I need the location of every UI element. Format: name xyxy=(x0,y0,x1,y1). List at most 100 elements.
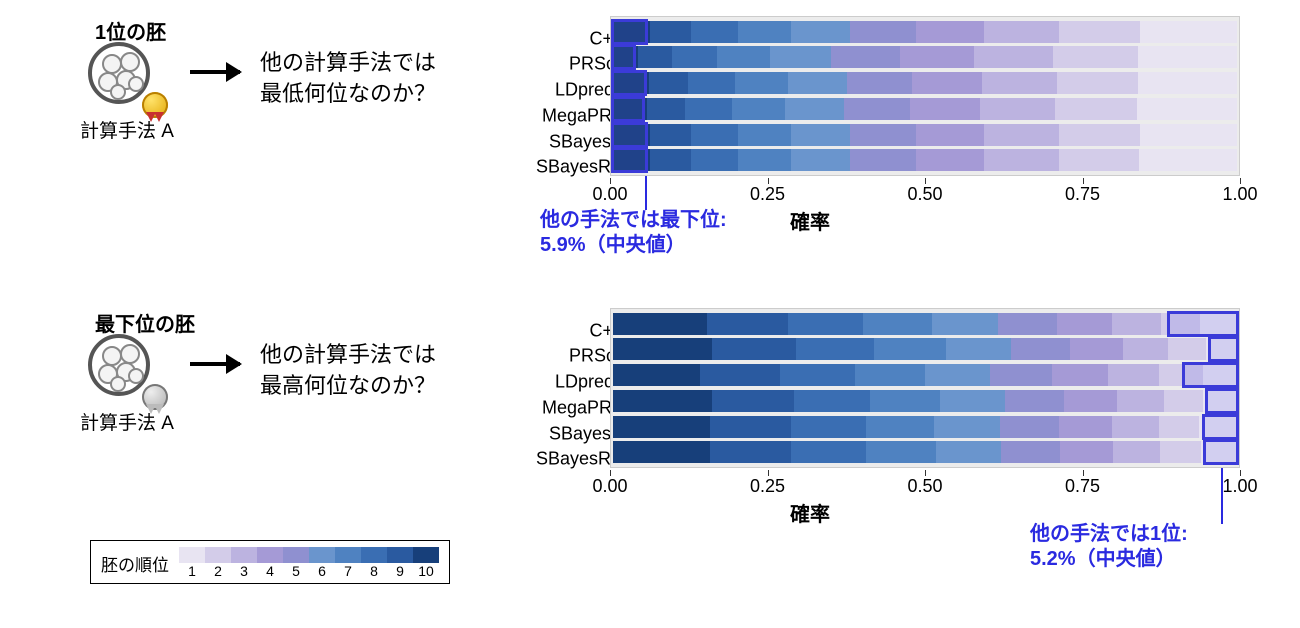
x-tick-label: 0.00 xyxy=(592,184,627,205)
bar-segment xyxy=(685,98,732,120)
legend-swatch xyxy=(179,547,205,563)
bar-segment xyxy=(780,364,855,386)
chart-bottom: C+TPRScsLDpred2MegaPRSSBayesCSBayesRC 0.… xyxy=(490,300,1270,530)
bar-segment xyxy=(980,98,1055,120)
bar-segment xyxy=(712,390,794,412)
plot-area-top xyxy=(610,16,1240,176)
bar-segment xyxy=(1055,98,1137,120)
legend-value: 2 xyxy=(205,563,231,579)
bar-segment xyxy=(863,313,933,335)
arrow-icon xyxy=(190,362,240,366)
legend-value: 1 xyxy=(179,563,205,579)
bar-segment xyxy=(788,72,847,94)
bar-segment xyxy=(940,390,1005,412)
bar-segment xyxy=(870,390,940,412)
method-label-top: 計算手法 A xyxy=(80,116,174,143)
bar-segment xyxy=(936,441,1002,463)
x-tick-label: 1.00 xyxy=(1222,184,1257,205)
embryo-icon-bottom xyxy=(88,334,158,404)
bar-segment xyxy=(1113,441,1160,463)
x-axis-label-bottom: 確率 xyxy=(790,498,830,527)
bar-segment xyxy=(691,149,738,171)
bar-segment xyxy=(738,124,791,146)
bar-segment xyxy=(1053,46,1137,68)
left-block-top: 1位の胚 計算手法 A 他の計算手法では最低何位なのか？ xyxy=(40,28,470,178)
bar-segment xyxy=(1112,416,1159,438)
bar-segment xyxy=(1057,72,1138,94)
bar-segment xyxy=(1059,149,1139,171)
arrow-icon xyxy=(190,70,240,74)
legend-swatch xyxy=(205,547,231,563)
bar-segment xyxy=(1011,338,1070,360)
x-tick-label: 0.50 xyxy=(907,476,942,497)
stacked-bar-row xyxy=(613,364,1237,386)
bar-segment xyxy=(613,390,712,412)
bar-segment xyxy=(855,364,925,386)
stacked-bar-row xyxy=(613,313,1237,335)
legend-value: 9 xyxy=(387,563,413,579)
bar-segment xyxy=(1060,441,1113,463)
legend-swatch xyxy=(283,547,309,563)
x-tick-label: 0.25 xyxy=(750,476,785,497)
bar-segment xyxy=(647,98,686,120)
bar-segment xyxy=(1137,98,1237,120)
bar-segment xyxy=(1059,416,1112,438)
bar-segment xyxy=(1064,390,1117,412)
bar-segment xyxy=(925,364,991,386)
bar-segment xyxy=(788,313,863,335)
bar-segment xyxy=(1112,313,1161,335)
stacked-bar-row xyxy=(613,149,1237,171)
x-axis-label-top: 確率 xyxy=(790,206,830,235)
legend-value: 3 xyxy=(231,563,257,579)
bar-segment xyxy=(613,149,650,171)
legend-value: 8 xyxy=(361,563,387,579)
legend-swatch xyxy=(413,547,439,563)
method-label-bottom: 計算手法 A xyxy=(80,408,174,435)
bar-segment xyxy=(712,338,796,360)
legend-swatch xyxy=(257,547,283,563)
bar-segment xyxy=(717,46,770,68)
legend-swatch xyxy=(309,547,335,563)
bar-segment xyxy=(710,441,791,463)
bar-segment xyxy=(613,98,647,120)
bar-segment xyxy=(916,124,985,146)
legend-swatch xyxy=(387,547,413,563)
bar-segment xyxy=(613,313,707,335)
bar-segment xyxy=(866,416,935,438)
bar-segment xyxy=(1059,124,1140,146)
bar-segment xyxy=(613,441,710,463)
bar-segment xyxy=(1160,441,1201,463)
bar-segment xyxy=(613,21,650,43)
bar-segment xyxy=(1000,416,1059,438)
bar-segment xyxy=(946,338,1012,360)
bar-segment xyxy=(1001,441,1060,463)
legend-title: 胚の順位 xyxy=(101,551,169,576)
stacked-bar-row xyxy=(613,390,1237,412)
bar-segment xyxy=(1199,416,1236,438)
bar-segment xyxy=(900,46,974,68)
bar-segment xyxy=(691,21,738,43)
bar-segment xyxy=(1203,364,1237,386)
x-axis-top: 0.000.250.500.751.00 xyxy=(610,178,1240,202)
legend-value: 5 xyxy=(283,563,309,579)
bar-segment xyxy=(1138,72,1237,94)
legend-value: 10 xyxy=(413,563,439,579)
legend-value: 6 xyxy=(309,563,335,579)
bar-segment xyxy=(1140,124,1237,146)
legend-value: 7 xyxy=(335,563,361,579)
bar-segment xyxy=(691,124,738,146)
bar-segment xyxy=(998,313,1057,335)
bar-segment xyxy=(982,72,1057,94)
stacked-bar-row xyxy=(613,72,1237,94)
bar-segment xyxy=(1168,338,1205,360)
bar-segment xyxy=(791,441,866,463)
bar-segment xyxy=(1052,364,1108,386)
bar-segment xyxy=(916,21,985,43)
bar-segment xyxy=(613,364,700,386)
bar-segment xyxy=(990,364,1051,386)
annotation-top: 他の手法では最下位:5.9%（中央値） xyxy=(540,208,727,258)
bar-segment xyxy=(649,72,688,94)
x-tick-label: 0.00 xyxy=(592,476,627,497)
bar-segment xyxy=(1005,390,1064,412)
x-tick-label: 0.75 xyxy=(1065,476,1100,497)
